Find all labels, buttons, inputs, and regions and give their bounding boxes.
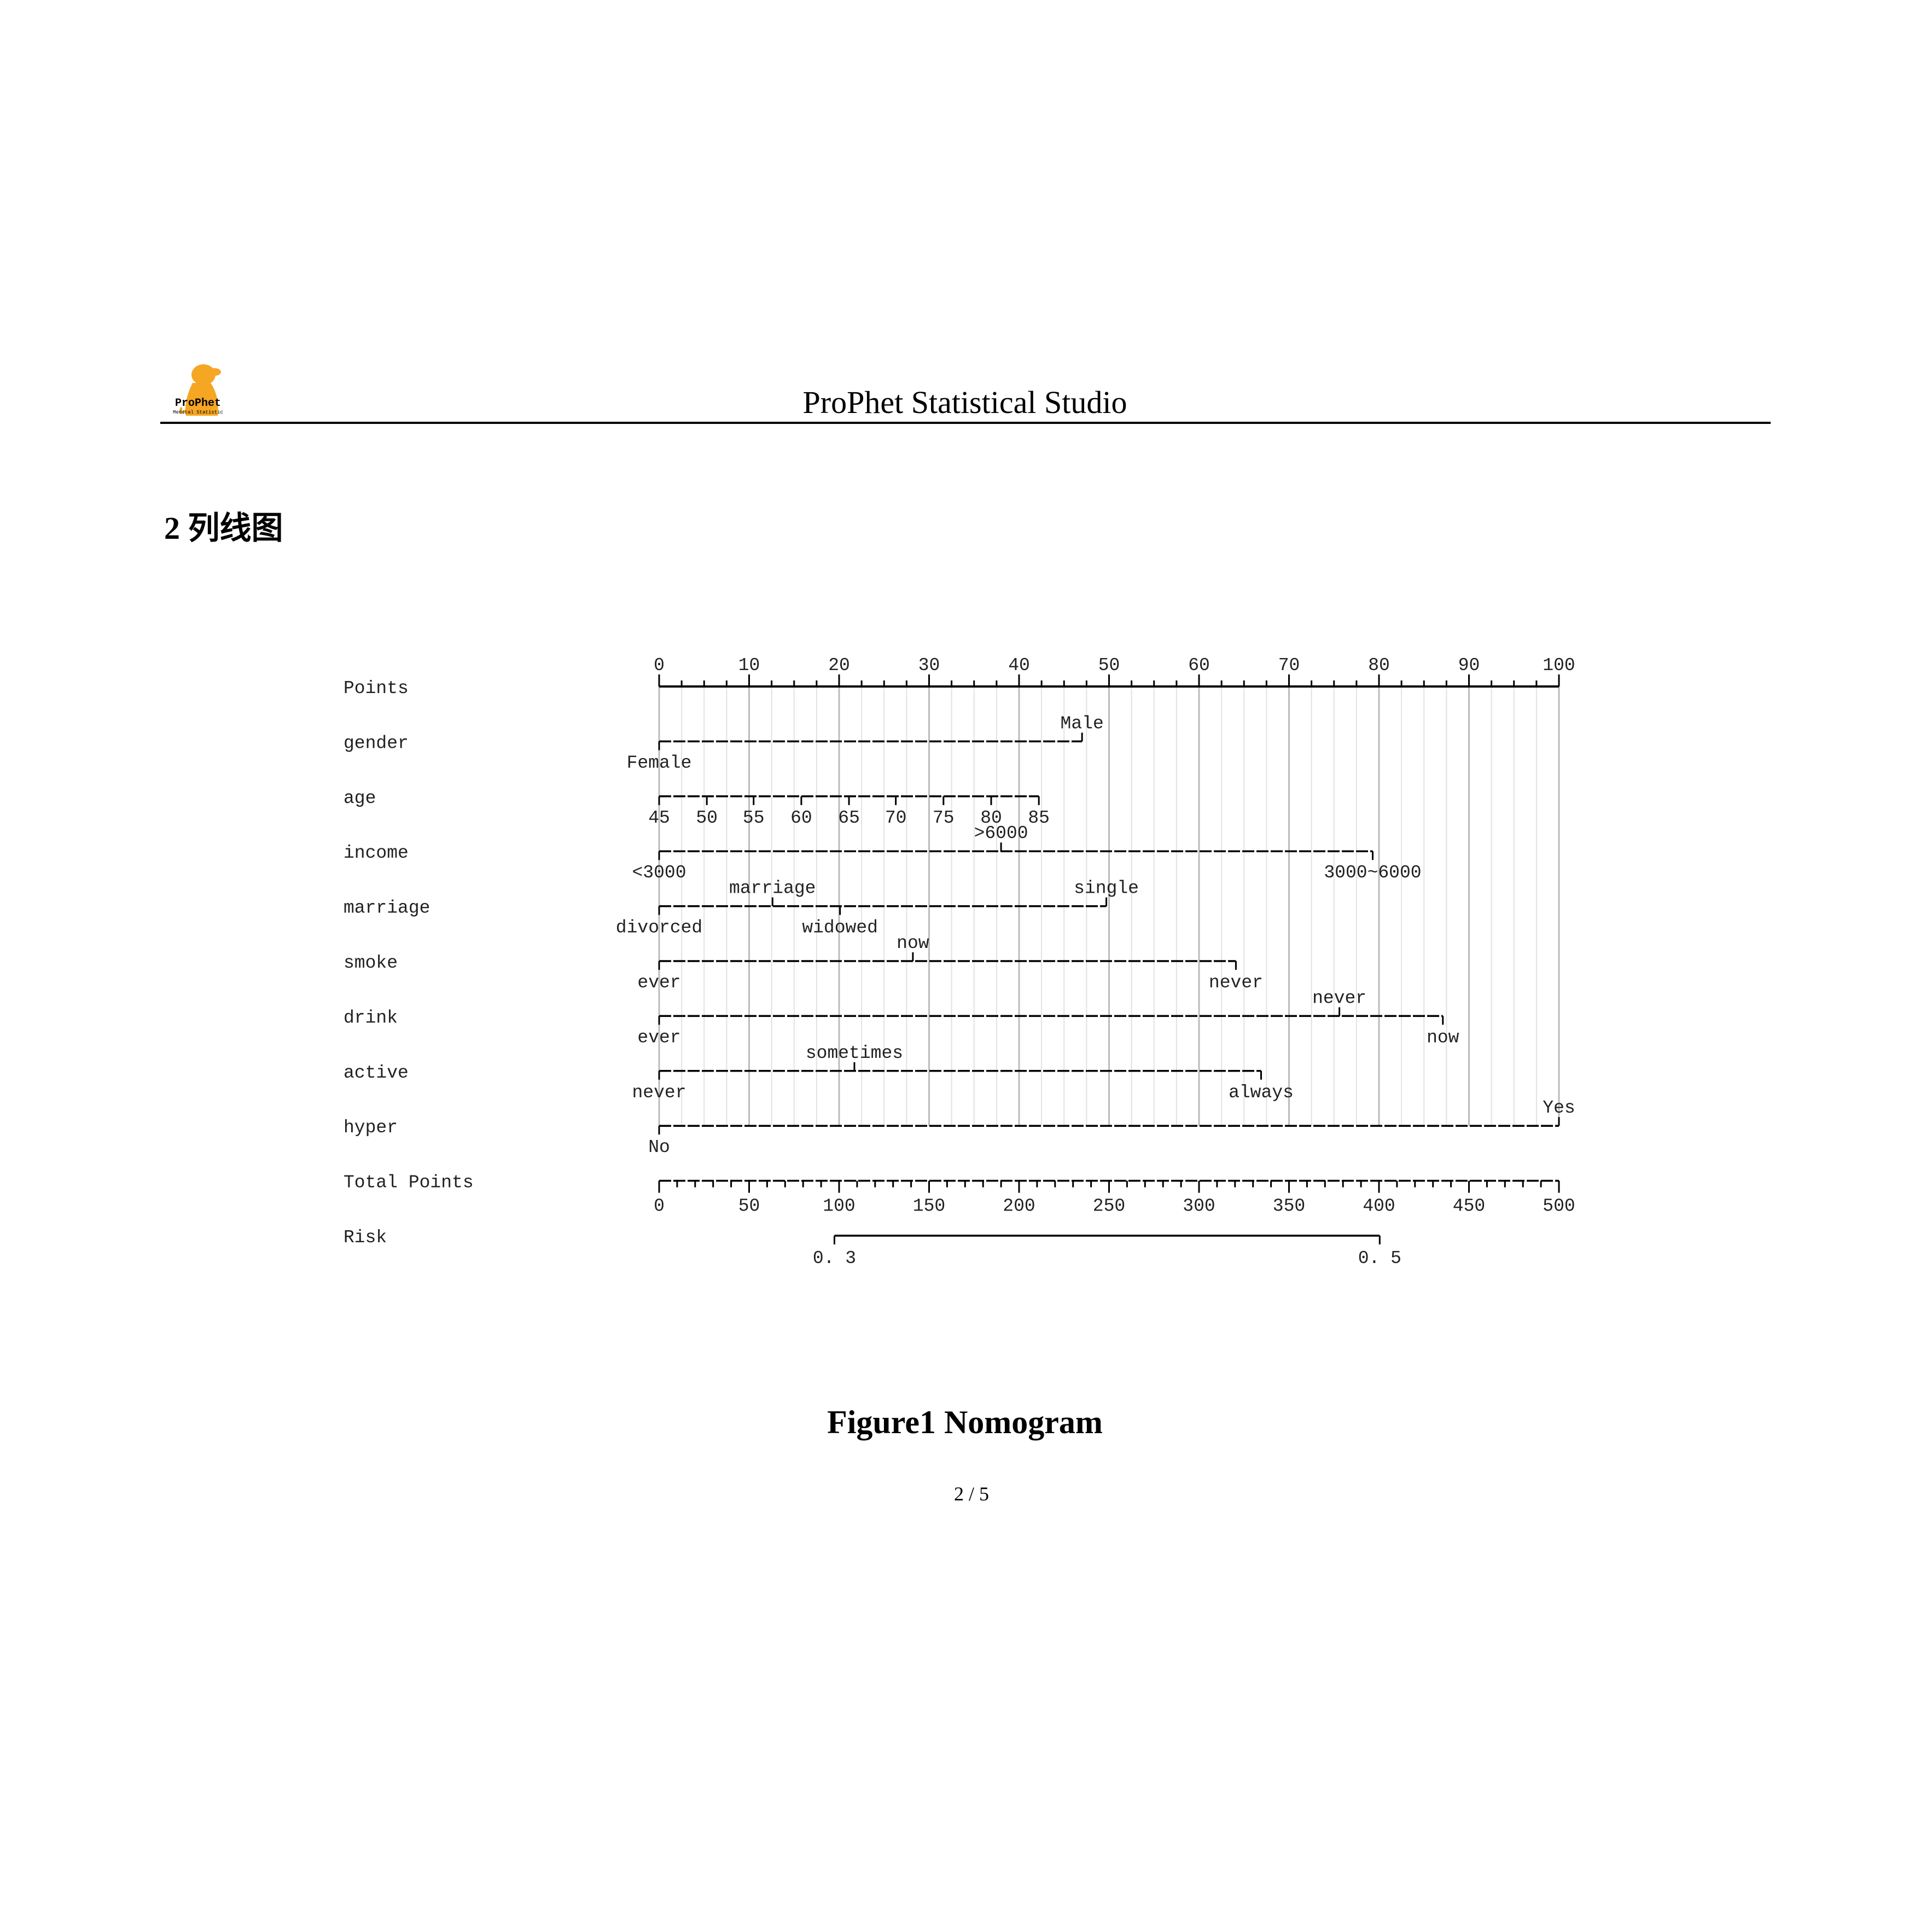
level-label: now <box>897 933 929 953</box>
level-label: No <box>648 1137 670 1157</box>
points-tick-label: 70 <box>1278 655 1300 676</box>
figure-caption: Figure1 Nomogram <box>827 1404 1103 1440</box>
total-points-tick-label: 0 <box>654 1196 665 1217</box>
variable-label-income: income <box>344 843 409 863</box>
variable-label-smoke: smoke <box>344 953 398 973</box>
total-points-tick-label: 50 <box>738 1196 760 1217</box>
variable-label-age: age <box>344 788 376 808</box>
points-tick-label: 80 <box>1368 655 1390 676</box>
total-points-tick-label: 100 <box>823 1196 855 1217</box>
level-label: 65 <box>838 808 860 828</box>
points-tick-label: 20 <box>828 655 850 676</box>
variable-label-hyper: hyper <box>344 1118 398 1138</box>
level-label: 60 <box>790 808 812 828</box>
level-label: Female <box>627 753 692 773</box>
risk-tick-label: 0. 3 <box>813 1248 856 1268</box>
header-title: ProPhet Statistical Studio <box>803 385 1127 420</box>
logo-subtext: Medical Statistic <box>173 410 223 415</box>
variable-label-drink: drink <box>344 1008 398 1028</box>
level-label: 75 <box>933 808 955 828</box>
total-points-tick-label: 500 <box>1543 1196 1575 1217</box>
logo: ProPhet Medical Statistic <box>173 364 223 416</box>
points-tick-label: 100 <box>1543 655 1575 676</box>
level-label: Yes <box>1543 1098 1575 1118</box>
total-points-tick-label: 350 <box>1273 1196 1305 1217</box>
points-tick-label: 10 <box>738 655 760 676</box>
level-label: 80 <box>980 808 1002 828</box>
level-label: 3000~6000 <box>1324 863 1421 883</box>
variable-label-marriage: marriage <box>344 898 430 918</box>
points-tick-label: 0 <box>654 655 665 676</box>
level-label: 70 <box>885 808 907 828</box>
page-number: 2 / 5 <box>954 1483 989 1505</box>
level-label: 45 <box>648 808 670 828</box>
level-label: single <box>1074 878 1139 899</box>
total-points-tick-label: 200 <box>1003 1196 1035 1217</box>
level-label: marriage <box>729 878 816 899</box>
total-points-tick-label: 450 <box>1453 1196 1485 1217</box>
axis-label-points: Points <box>344 678 409 699</box>
total-points-tick-label: 400 <box>1363 1196 1395 1217</box>
variable-label-active: active <box>344 1063 409 1083</box>
points-tick-label: 40 <box>1008 655 1030 676</box>
level-label: Male <box>1061 713 1104 734</box>
level-label: <3000 <box>632 863 686 883</box>
risk-tick-label: 0. 5 <box>1358 1248 1401 1268</box>
logo-text: ProPhet <box>175 397 221 410</box>
points-tick-label: 90 <box>1458 655 1480 676</box>
points-tick-label: 30 <box>918 655 940 676</box>
level-label: widowed <box>802 918 878 938</box>
level-label: 85 <box>1028 808 1050 828</box>
variable-label-gender: gender <box>344 733 409 753</box>
level-label: never <box>1209 973 1263 993</box>
level-label: now <box>1427 1027 1459 1048</box>
section-heading: 2 列线图 <box>164 510 283 546</box>
level-label: 50 <box>696 808 718 828</box>
total-points-tick-label: 150 <box>913 1196 945 1217</box>
level-label: 55 <box>743 808 765 828</box>
level-label: sometimes <box>806 1043 903 1063</box>
level-label: ever <box>637 1027 680 1048</box>
nomogram-chart: Points 0 10 20 30 40 50 60 70 80 90 100 gender Female… <box>344 655 1575 1268</box>
dog-logo-icon <box>179 364 221 416</box>
points-tick-label: 50 <box>1098 655 1120 676</box>
points-tick-label: 60 <box>1188 655 1210 676</box>
axis-label-total-points: Total Points <box>344 1173 474 1193</box>
axis-label-risk: Risk <box>344 1227 387 1248</box>
level-label: divorced <box>616 918 702 938</box>
level-label: >6000 <box>974 823 1028 843</box>
level-label: never <box>632 1083 686 1103</box>
total-points-tick-label: 250 <box>1093 1196 1125 1217</box>
total-points-tick-label: 300 <box>1183 1196 1215 1217</box>
level-label: always <box>1229 1083 1294 1103</box>
level-label: never <box>1312 988 1366 1008</box>
level-label: ever <box>637 973 680 993</box>
